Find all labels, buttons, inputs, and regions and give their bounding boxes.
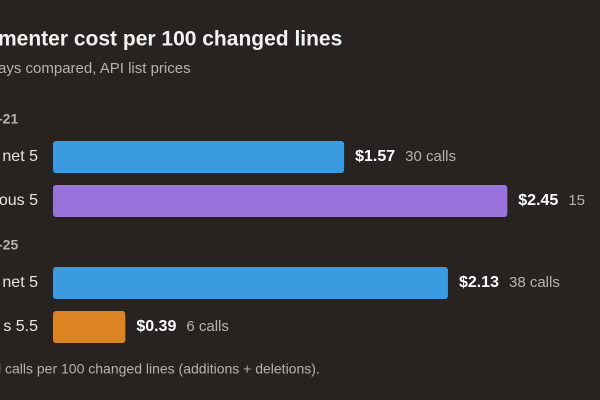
value-label: $2.13 (459, 274, 499, 291)
chart-subtitle: ays compared, API list prices (0, 60, 191, 77)
bar (53, 185, 508, 217)
category-label: net 5 (2, 274, 38, 291)
group-label: -25 (0, 237, 18, 253)
bar-note: 15 (568, 192, 585, 209)
bar (53, 141, 345, 173)
chart-title: menter cost per 100 changed lines (0, 28, 342, 51)
category-label: s 5.5 (3, 318, 38, 335)
value-label: $0.39 (136, 318, 176, 335)
category-label: ous 5 (0, 192, 38, 209)
bar (53, 311, 126, 343)
bar-note: 38 calls (509, 274, 560, 291)
value-label: $2.45 (518, 192, 558, 209)
bar-note: 30 calls (405, 148, 456, 165)
value-label: $1.57 (355, 148, 395, 165)
bar (53, 267, 448, 299)
footnote: l calls per 100 changed lines (additions… (0, 361, 320, 377)
bar-note: 6 calls (186, 318, 229, 335)
category-label: net 5 (2, 148, 38, 165)
group-label: -21 (0, 111, 18, 127)
